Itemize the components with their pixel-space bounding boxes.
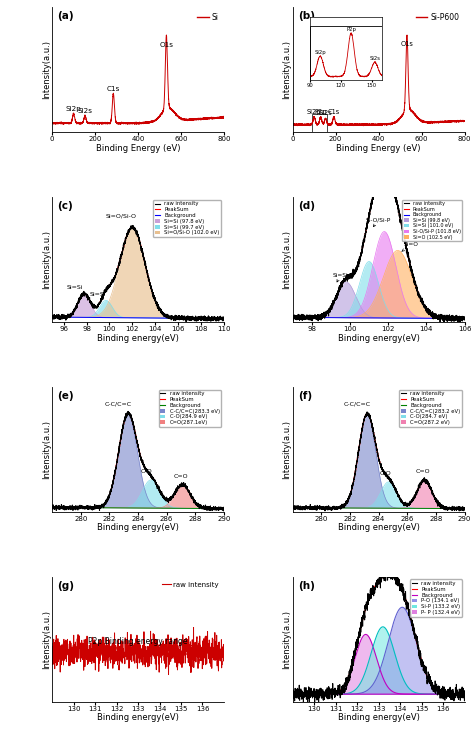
X-axis label: Binding energy(eV): Binding energy(eV) bbox=[337, 713, 419, 722]
Y-axis label: Intensity(a.u.): Intensity(a.u.) bbox=[42, 40, 51, 99]
Text: (a): (a) bbox=[57, 11, 74, 21]
Text: C-O: C-O bbox=[380, 471, 392, 477]
Text: Si2s: Si2s bbox=[319, 110, 332, 116]
Y-axis label: Intensity(a.u.): Intensity(a.u.) bbox=[283, 230, 292, 289]
Legend: Si: Si bbox=[196, 11, 220, 23]
Y-axis label: Intensity(a.u.): Intensity(a.u.) bbox=[42, 420, 51, 479]
Text: (e): (e) bbox=[57, 391, 74, 401]
Text: Si-O/Si-P: Si-O/Si-P bbox=[366, 218, 392, 227]
Y-axis label: Intensity(a.u.): Intensity(a.u.) bbox=[42, 230, 51, 289]
Y-axis label: Intensity(a.u.): Intensity(a.u.) bbox=[283, 610, 292, 669]
Text: C=O: C=O bbox=[173, 474, 188, 479]
Text: C1s: C1s bbox=[107, 86, 120, 92]
Y-axis label: Intensity(a.u.): Intensity(a.u.) bbox=[283, 420, 292, 479]
Text: C=O: C=O bbox=[416, 469, 430, 474]
Text: Si=O: Si=O bbox=[402, 242, 419, 251]
Text: Si2s: Si2s bbox=[78, 107, 92, 114]
Text: Si=Si: Si=Si bbox=[67, 284, 83, 289]
Text: (b): (b) bbox=[298, 11, 315, 21]
Legend: Si-P600: Si-P600 bbox=[414, 11, 461, 23]
Text: Si=Si: Si=Si bbox=[90, 292, 106, 297]
Text: C-C/C=C: C-C/C=C bbox=[104, 402, 132, 406]
Legend: raw intensity, PeakSum, Background, Si=Si (97.8 eV), Si=Si (99.7 eV), Si=O/Si-O : raw intensity, PeakSum, Background, Si=S… bbox=[153, 200, 221, 237]
Legend: raw intensity, PeakSum, Background, C-C/C=C(283.2 eV), C-O(284.7 eV), C=O(287.2 : raw intensity, PeakSum, Background, C-C/… bbox=[399, 390, 462, 427]
X-axis label: Binding energy(eV): Binding energy(eV) bbox=[97, 333, 179, 343]
Y-axis label: Intensity(a.u.): Intensity(a.u.) bbox=[42, 610, 51, 669]
Text: (g): (g) bbox=[57, 580, 74, 591]
Text: (h): (h) bbox=[298, 580, 315, 591]
X-axis label: Binding energy(eV): Binding energy(eV) bbox=[337, 523, 419, 532]
Legend: raw intensity, PeakSum, Background, Si=Si (99.8 eV), Si=Si (101.0 eV), Si-O/Si-P: raw intensity, PeakSum, Background, Si=S… bbox=[402, 200, 462, 241]
X-axis label: Binding energy(eV): Binding energy(eV) bbox=[337, 333, 419, 343]
Text: C1s: C1s bbox=[328, 108, 340, 115]
Text: Si2p: Si2p bbox=[66, 105, 82, 112]
Text: O1s: O1s bbox=[401, 41, 413, 48]
Legend: raw intensity: raw intensity bbox=[161, 580, 220, 589]
Y-axis label: Intensity(a.u.): Intensity(a.u.) bbox=[283, 40, 292, 99]
Text: Si=O/Si-O: Si=O/Si-O bbox=[105, 214, 137, 219]
Text: P2p Binding energy range: P2p Binding energy range bbox=[88, 637, 188, 646]
Text: Si2p: Si2p bbox=[307, 108, 321, 115]
Text: C-O: C-O bbox=[141, 469, 153, 474]
X-axis label: Binding Energy (eV): Binding Energy (eV) bbox=[337, 144, 421, 153]
Text: (c): (c) bbox=[57, 201, 73, 211]
X-axis label: Binding Energy (eV): Binding Energy (eV) bbox=[96, 144, 180, 153]
X-axis label: Binding energy(eV): Binding energy(eV) bbox=[97, 713, 179, 722]
Text: Si=Si: Si=Si bbox=[333, 273, 348, 282]
Text: (f): (f) bbox=[298, 391, 312, 401]
Text: P2p: P2p bbox=[314, 108, 327, 115]
Legend: raw intensity, PeakSum, Background, P-O (134.1 eV), Si-P (133.2 eV), P- P (132.4: raw intensity, PeakSum, Background, P-O … bbox=[410, 580, 462, 617]
Text: (d): (d) bbox=[298, 201, 315, 211]
Text: C-C/C=C: C-C/C=C bbox=[344, 402, 371, 406]
Legend: raw intensity, PeakSum, Background, C-C/C=C(283.3 eV), C-O(284.9 eV), C=O(287.1e: raw intensity, PeakSum, Background, C-C/… bbox=[158, 390, 221, 427]
Text: O1s: O1s bbox=[159, 42, 173, 48]
X-axis label: Binding energy(eV): Binding energy(eV) bbox=[97, 523, 179, 532]
